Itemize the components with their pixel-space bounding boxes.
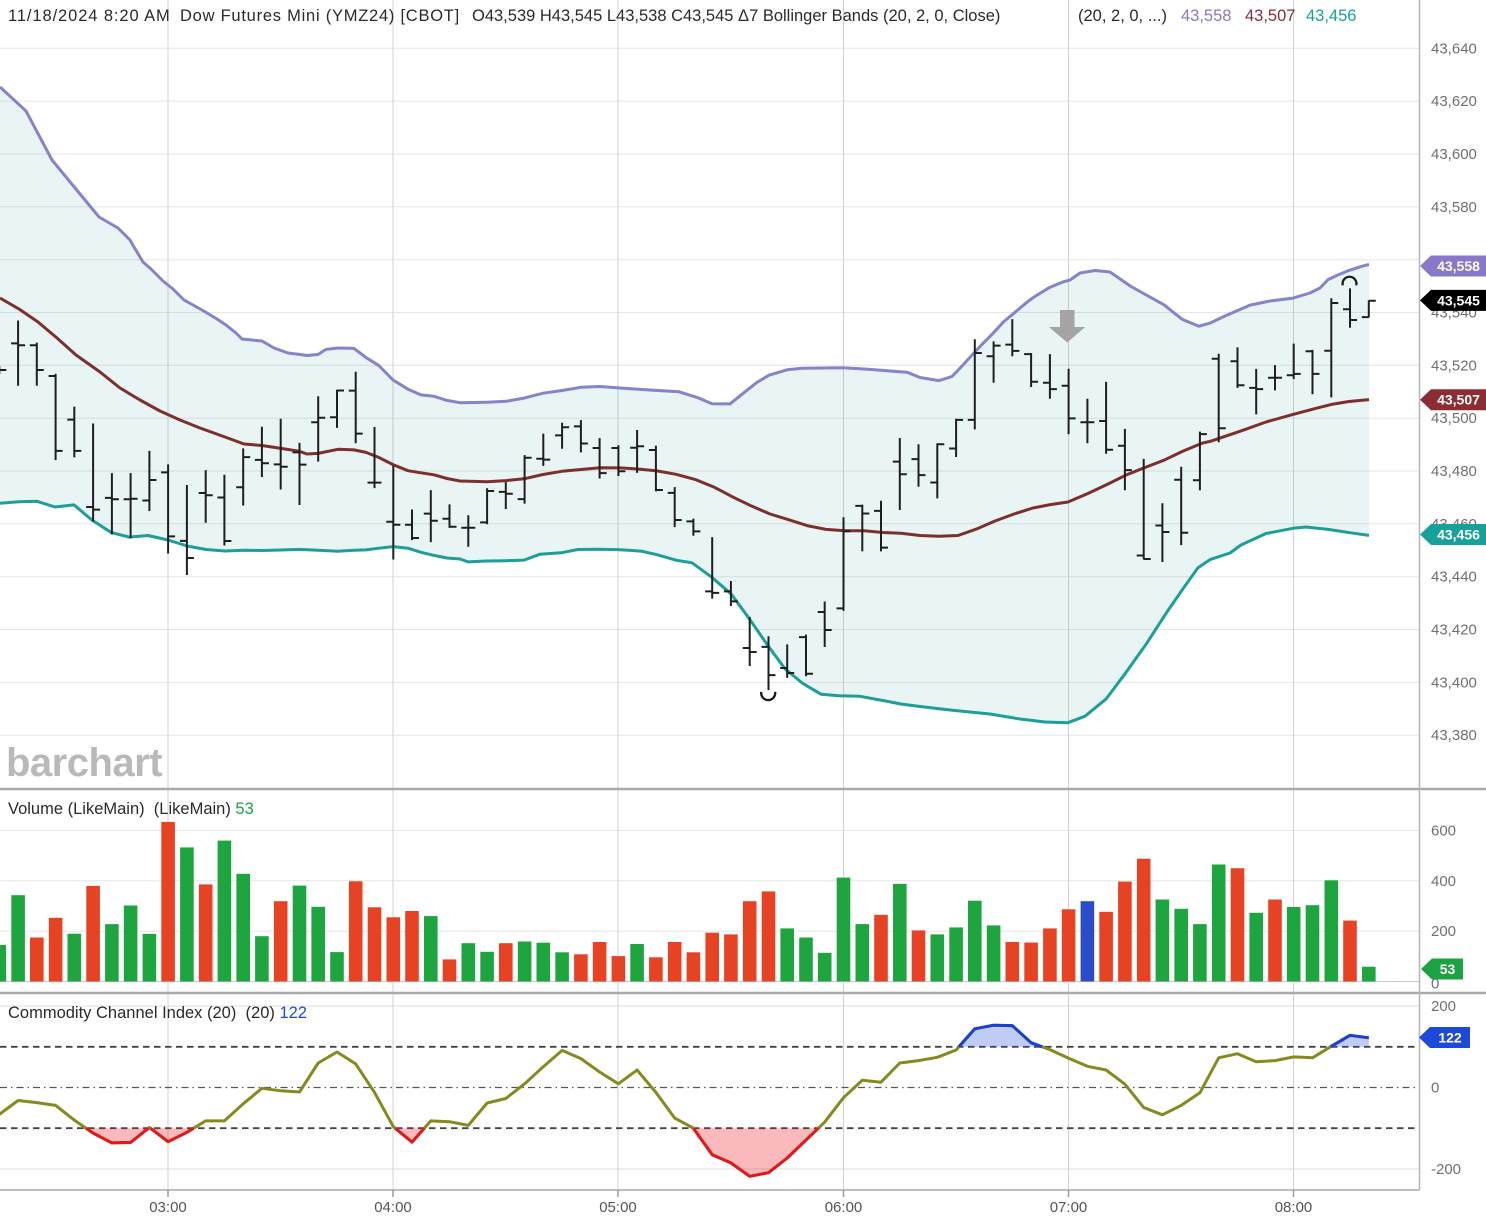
svg-text:43,507: 43,507 (1437, 392, 1480, 408)
svg-text:04:00: 04:00 (374, 1199, 412, 1216)
svg-text:43,640: 43,640 (1431, 40, 1477, 57)
svg-text:43,400: 43,400 (1431, 674, 1477, 691)
svg-text:43,440: 43,440 (1431, 569, 1477, 586)
svg-text:400: 400 (1431, 873, 1456, 890)
svg-text:43,520: 43,520 (1431, 357, 1477, 374)
svg-text:05:00: 05:00 (599, 1199, 637, 1216)
svg-text:(20, 2, 0, ...): (20, 2, 0, ...) (1078, 7, 1167, 25)
svg-text:43,600: 43,600 (1431, 146, 1477, 163)
svg-text:-200: -200 (1431, 1161, 1461, 1178)
svg-text:43,480: 43,480 (1431, 463, 1477, 480)
svg-text:Dow Futures Mini (YMZ24) [CBOT: Dow Futures Mini (YMZ24) [CBOT] (180, 7, 460, 25)
svg-text:600: 600 (1431, 823, 1456, 840)
svg-text:06:00: 06:00 (825, 1199, 863, 1216)
svg-text:43,620: 43,620 (1431, 93, 1477, 110)
svg-text:03:00: 03:00 (149, 1199, 187, 1216)
svg-text:43,558: 43,558 (1437, 258, 1480, 274)
svg-text:O43,539 H43,545 L43,538 C43,54: O43,539 H43,545 L43,538 C43,545 Δ7 Bolli… (472, 7, 1000, 25)
svg-text:07:00: 07:00 (1050, 1199, 1088, 1216)
svg-text:0: 0 (1431, 976, 1439, 993)
svg-text:Volume (LikeMain) (LikeMain): Volume (LikeMain) (LikeMain) 53 (8, 800, 254, 818)
svg-text:43,507: 43,507 (1245, 7, 1295, 25)
svg-text:200: 200 (1431, 923, 1456, 940)
svg-text:Commodity Channel Index (20): Commodity Channel Index (20) (20) 122 (8, 1004, 307, 1022)
svg-text:53: 53 (1440, 961, 1456, 977)
svg-text:11/18/2024 8:20 AM: 11/18/2024 8:20 AM (8, 7, 171, 25)
svg-text:43,380: 43,380 (1431, 727, 1477, 744)
svg-text:barchart: barchart (6, 741, 162, 785)
svg-text:43,558: 43,558 (1181, 7, 1231, 25)
svg-text:122: 122 (1438, 1030, 1462, 1046)
svg-text:43,545: 43,545 (1437, 292, 1480, 308)
svg-text:43,456: 43,456 (1437, 527, 1480, 543)
svg-text:43,580: 43,580 (1431, 199, 1477, 216)
svg-text:43,420: 43,420 (1431, 622, 1477, 639)
svg-text:0: 0 (1431, 1080, 1439, 1097)
svg-text:43,456: 43,456 (1306, 7, 1356, 25)
svg-text:43,500: 43,500 (1431, 410, 1477, 427)
svg-text:200: 200 (1431, 998, 1456, 1015)
svg-text:08:00: 08:00 (1275, 1199, 1313, 1216)
